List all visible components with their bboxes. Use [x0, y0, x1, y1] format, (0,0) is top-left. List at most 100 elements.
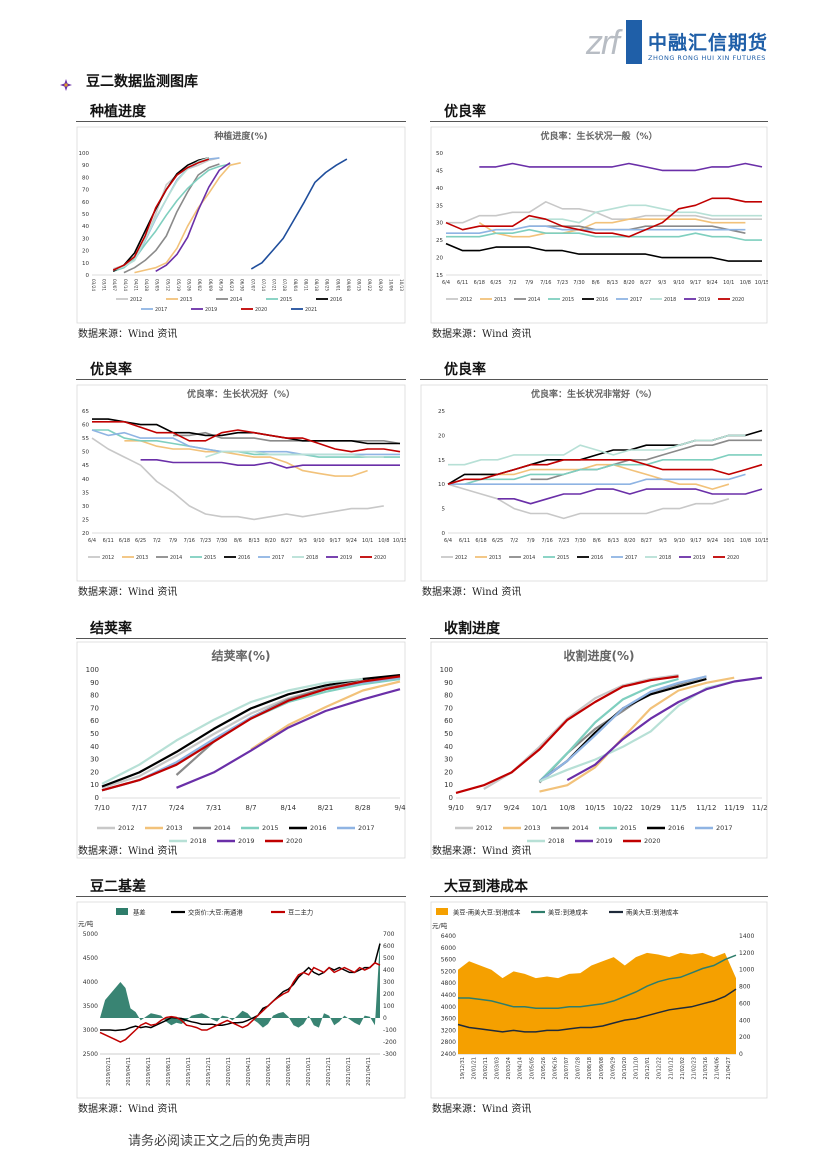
y-tick-label: 50: [90, 730, 99, 738]
x-tick-label: 8/6: [234, 538, 242, 544]
x-tick-label: 20/09/08: [599, 1057, 605, 1079]
x-tick-label: 9/4: [394, 804, 406, 812]
chart-panel-0: 种植进度 数据来源：Wind 资讯 种植进度(%) 0 10 20 30 40 50 60 70 80…: [76, 101, 406, 341]
chart-frame: [430, 641, 768, 859]
series-line-2016: [101, 674, 401, 788]
chart-frame: [430, 126, 768, 324]
chart-title: 结荚率(%): [212, 648, 271, 663]
x-tick-label: 2021/04/11: [366, 1057, 372, 1086]
chart-title: 种植进度(%): [213, 130, 267, 142]
series-line-2020: [447, 459, 763, 485]
legend-label: 2018: [664, 297, 676, 303]
data-source-note: 数据来源：Wind 资讯: [432, 846, 532, 857]
x-tick-label: 09/01: [335, 279, 340, 291]
y-tick-label: 15: [436, 273, 443, 279]
x-tick-label: 7/9: [169, 538, 177, 544]
logo-mark: zrf: [586, 24, 620, 62]
x-tick-label: 03/24: [91, 279, 96, 291]
x-tick-label: 2020/04/11: [246, 1057, 252, 1086]
y-left-tick-label: 3600: [441, 1016, 456, 1023]
series-line-2013: [124, 440, 368, 477]
legend-label: 2020: [255, 307, 267, 313]
x-tick-label: 20/07/07: [564, 1057, 570, 1079]
x-tick-label: 9/10: [448, 804, 464, 812]
x-tick-label: 6/25: [492, 538, 503, 544]
series-line-2018: [448, 434, 746, 466]
chart-svg: 优良率：生长状况好（%） 20 25 30 35 40 45 50 55 60 65 6/4 6/11 6…: [76, 384, 406, 582]
chart-frame: [430, 901, 768, 1099]
y-left-tick-label: 2800: [441, 1039, 456, 1046]
chart-frame: [76, 384, 406, 582]
x-tick-label: 10/8: [559, 804, 575, 812]
x-tick-label: 08/04: [293, 279, 298, 291]
y-tick-label: 50: [82, 450, 89, 456]
x-tick-label: 9/10: [674, 538, 685, 544]
x-tick-label: 19/12/31: [460, 1057, 466, 1079]
y-tick-label: 30: [82, 236, 89, 242]
x-tick-label: 9/24: [504, 804, 520, 812]
y-right-tick-label: 1000: [739, 967, 754, 974]
y-left-tick-label: 6400: [441, 933, 456, 940]
y-left-tick-label: 6000: [441, 945, 456, 952]
x-tick-label: 10/1: [723, 538, 734, 544]
y-tick-label: 15: [438, 458, 445, 464]
chart-frame: [76, 126, 406, 324]
x-tick-label: 2019/08/11: [166, 1057, 172, 1086]
x-tick-label: 2019/06/11: [146, 1057, 152, 1086]
x-tick-label: 7/2: [510, 538, 518, 544]
y-left-tick-label: 3200: [441, 1027, 456, 1034]
legend-label: 2018: [659, 555, 671, 561]
y-right-tick-label: 100: [383, 1003, 395, 1010]
x-tick-label: 8/28: [355, 804, 371, 812]
y-right-tick-label: 600: [383, 943, 395, 950]
legend-label: 2013: [166, 824, 183, 832]
y-tick-label: 20: [82, 249, 89, 255]
legend-label: 2017: [630, 297, 642, 303]
y-tick-label: 80: [90, 692, 99, 700]
x-tick-label: 20/02/11: [483, 1057, 489, 1079]
legend-label: 2013: [180, 297, 192, 303]
series-line-2015: [101, 677, 401, 792]
panel-divider: [430, 121, 768, 122]
y-left-tick-label: 2400: [441, 1051, 456, 1058]
series-line-2020: [101, 675, 401, 792]
y-tick-label: 100: [79, 151, 90, 157]
y-right-tick-label: 1400: [739, 933, 754, 940]
x-tick-label: 05/05: [155, 279, 160, 291]
x-tick-label: 7/2: [509, 280, 517, 286]
y-tick-label: 0: [95, 794, 99, 802]
x-tick-label: 6/4: [442, 280, 450, 286]
x-tick-label: 21/01/12: [668, 1057, 674, 1079]
y-tick-label: 80: [82, 175, 89, 181]
panel-heading: 大豆到港成本: [444, 879, 528, 895]
legend-label: 2012: [455, 555, 467, 561]
x-tick-label: 06/30: [240, 279, 245, 291]
chart-svg: 种植进度(%) 0 10 20 30 40 50 60 70 80 90 100 03/24 03/31 0…: [76, 126, 406, 324]
y-left-tick-label: 4000: [83, 979, 98, 986]
x-tick-label: 9/3: [658, 280, 666, 286]
series-line-2017: [446, 225, 746, 234]
x-tick-label: 7/24: [169, 804, 185, 812]
x-tick-label: 06/09: [208, 279, 213, 291]
x-tick-label: 04/14: [123, 279, 128, 291]
legend-label: 2017: [716, 824, 733, 832]
legend-label: 2020: [374, 555, 386, 561]
series-line-2019: [497, 488, 763, 505]
x-tick-label: 2019/10/11: [186, 1057, 192, 1086]
series-line-2017: [448, 473, 746, 485]
x-tick-label: 6/4: [444, 538, 452, 544]
x-tick-label: 9/3: [659, 538, 667, 544]
legend-label: 2018: [190, 837, 207, 845]
panel-heading: 种植进度: [90, 104, 146, 120]
x-tick-label: 9/17: [690, 280, 701, 286]
legend-label: 2019: [238, 837, 255, 845]
x-tick-label: 6/25: [135, 538, 146, 544]
y-tick-label: 100: [86, 666, 99, 674]
x-tick-label: 7/30: [573, 280, 584, 286]
x-tick-label: 05/19: [176, 279, 181, 291]
legend-label: 2017: [358, 824, 375, 832]
series-line-2: [457, 988, 737, 1033]
x-tick-label: 6/25: [490, 280, 501, 286]
x-tick-label: 8/20: [265, 538, 276, 544]
series-line-2014: [538, 675, 707, 784]
